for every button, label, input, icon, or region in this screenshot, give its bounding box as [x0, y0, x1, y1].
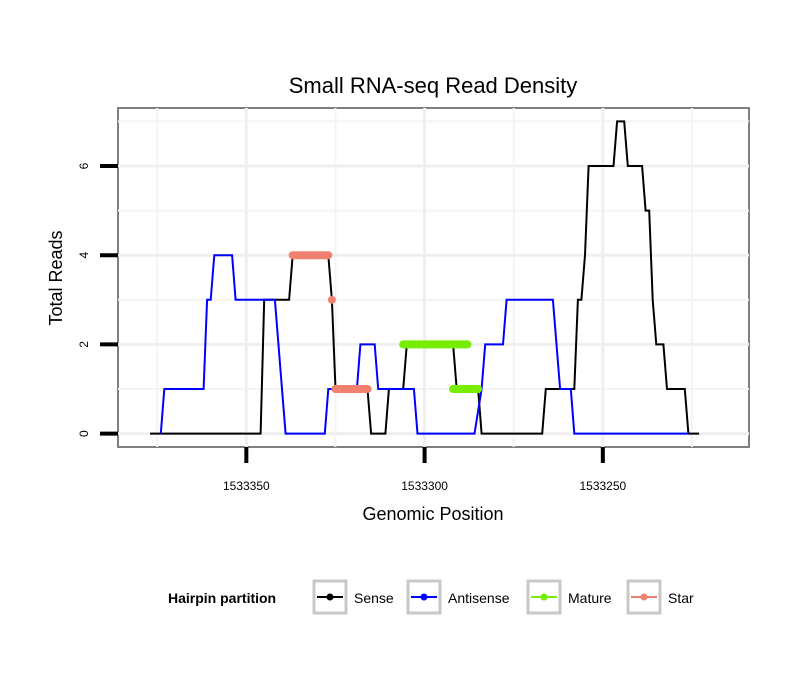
y-tick-label: 6 — [77, 162, 91, 169]
legend-label-star: Star — [668, 590, 694, 606]
x-axis-title: Genomic Position — [362, 504, 503, 524]
legend-point-star — [640, 593, 648, 601]
legend-label-antisense: Antisense — [448, 590, 510, 606]
antisense-line — [159, 254, 689, 435]
x-tick-label: 1533300 — [401, 479, 448, 493]
y-tick-label: 0 — [77, 430, 91, 437]
legend-point-mature — [540, 593, 548, 601]
legend-item-sense: Sense — [312, 579, 394, 615]
chart-title: Small RNA-seq Read Density — [289, 73, 578, 98]
x-tick-label: 1533250 — [579, 479, 626, 493]
series-layer — [150, 120, 700, 435]
legend-label-sense: Sense — [354, 590, 394, 606]
legend-item-antisense: Antisense — [406, 579, 510, 615]
legend: Hairpin partition Sense Antisense Mature St… — [168, 579, 694, 615]
axes: 1533350 1533300 1533250 0 2 4 6 — [77, 162, 627, 493]
legend-point-sense — [326, 593, 334, 601]
legend-item-mature: Mature — [526, 579, 612, 615]
y-tick-label: 2 — [77, 341, 91, 348]
legend-point-antisense — [420, 593, 428, 601]
legend-label-mature: Mature — [568, 590, 612, 606]
y-tick-label: 4 — [77, 252, 91, 259]
y-axis-title: Total Reads — [46, 230, 66, 325]
x-tick-label: 1533350 — [223, 479, 270, 493]
legend-item-star: Star — [626, 579, 694, 615]
sense-line — [150, 120, 700, 435]
legend-title: Hairpin partition — [168, 590, 276, 606]
